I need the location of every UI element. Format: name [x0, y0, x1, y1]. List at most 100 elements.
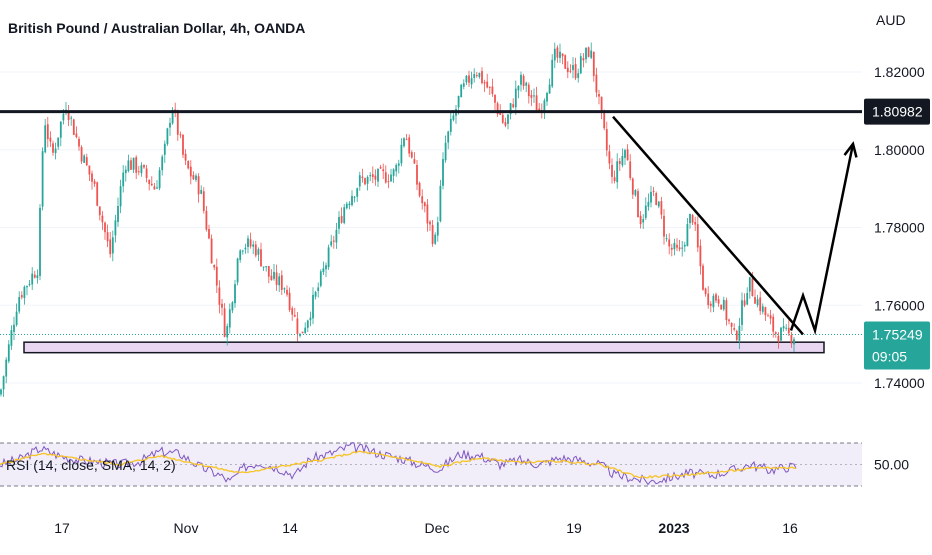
- candle-body: [54, 148, 57, 154]
- candle-body: [340, 215, 343, 223]
- candle-body: [72, 119, 75, 135]
- candle-body: [668, 239, 671, 247]
- candle-body: [564, 55, 567, 69]
- candle-body: [309, 317, 312, 321]
- candle-body: [358, 175, 361, 187]
- candle-body: [722, 299, 725, 310]
- rsi-line: [0, 442, 797, 486]
- candle-body: [179, 134, 182, 136]
- candle-body: [595, 74, 598, 93]
- candle-body: [371, 174, 374, 178]
- candle-body: [756, 299, 759, 306]
- candle-body: [327, 247, 330, 268]
- candle-body: [39, 207, 41, 276]
- candle-body: [348, 203, 351, 206]
- candle-body: [689, 213, 691, 224]
- candle-body: [408, 137, 411, 154]
- candle-body: [153, 186, 156, 190]
- candle-body: [462, 83, 465, 87]
- candle-body: [465, 75, 468, 83]
- candle-body: [85, 157, 88, 166]
- candle-body: [140, 165, 143, 174]
- candle-body: [694, 222, 697, 225]
- candle-body: [364, 178, 366, 185]
- candle-body: [543, 100, 546, 112]
- candle-body: [613, 177, 616, 181]
- candle-body: [436, 222, 439, 236]
- candle-body: [704, 288, 707, 295]
- candle-body: [101, 215, 104, 223]
- candle-body: [759, 297, 762, 312]
- candle-body: [460, 84, 463, 98]
- candle-body: [286, 289, 288, 295]
- candle-body: [395, 164, 398, 172]
- candle-body: [787, 327, 790, 334]
- bar-countdown-label: 09:05: [872, 348, 907, 364]
- candle-body: [715, 294, 717, 301]
- candle-body: [621, 155, 624, 166]
- candle-body: [171, 109, 174, 124]
- candle-body: [52, 143, 54, 153]
- chart-title: British Pound / Australian Dollar, 4h, O…: [8, 20, 306, 36]
- candle-body: [670, 247, 673, 250]
- candle-body: [20, 295, 23, 298]
- candle-body: [590, 50, 593, 58]
- candle-body: [730, 322, 733, 327]
- candle-body: [335, 229, 338, 243]
- candle-body: [158, 170, 161, 189]
- candle-body: [374, 175, 377, 180]
- candle-body: [611, 164, 613, 177]
- candle-body: [746, 292, 749, 305]
- candle-body: [696, 224, 699, 248]
- candle-body: [301, 331, 304, 334]
- candle-body: [148, 179, 151, 185]
- candle-body: [150, 183, 153, 186]
- candle-body: [75, 133, 78, 138]
- candle-body: [587, 47, 590, 57]
- candle-body: [111, 237, 114, 254]
- candle-body: [592, 51, 595, 76]
- candle-body: [637, 191, 639, 218]
- candle-body: [509, 103, 512, 115]
- candle-body: [507, 114, 509, 124]
- candle-body: [234, 284, 236, 304]
- candle-body: [228, 309, 231, 328]
- candle-body: [741, 300, 743, 325]
- candle-body: [616, 161, 619, 183]
- candle-body: [663, 215, 665, 237]
- candle-body: [403, 138, 405, 147]
- candle-body: [252, 244, 255, 247]
- candle-body: [114, 220, 117, 236]
- candle-body: [62, 113, 65, 121]
- candle-body: [202, 191, 205, 211]
- candle-body: [678, 247, 681, 250]
- candle-body: [473, 74, 476, 78]
- candle-body: [470, 78, 473, 85]
- candle-body: [137, 171, 140, 173]
- candle-body: [603, 110, 606, 129]
- candle-body: [262, 266, 265, 268]
- candle-body: [169, 122, 171, 128]
- candle-body: [686, 224, 689, 247]
- candle-body: [161, 156, 164, 171]
- candle-body: [707, 293, 710, 306]
- candle-body: [215, 266, 218, 286]
- candle-body: [634, 190, 637, 196]
- candle-body: [538, 108, 541, 111]
- candle-body: [197, 176, 200, 195]
- time-tick-label: Dec: [425, 520, 450, 536]
- candle-body: [221, 303, 223, 308]
- candle-body: [405, 139, 408, 141]
- candle-body: [299, 333, 301, 336]
- candle-body: [213, 265, 216, 268]
- candle-body: [582, 58, 585, 61]
- candle-body: [267, 266, 270, 277]
- candle-body: [296, 318, 299, 334]
- candle-body: [218, 287, 221, 305]
- candle-body: [119, 186, 122, 207]
- candle-body: [751, 278, 754, 297]
- candle-body: [600, 96, 603, 112]
- rsi-sma-line: [0, 450, 797, 479]
